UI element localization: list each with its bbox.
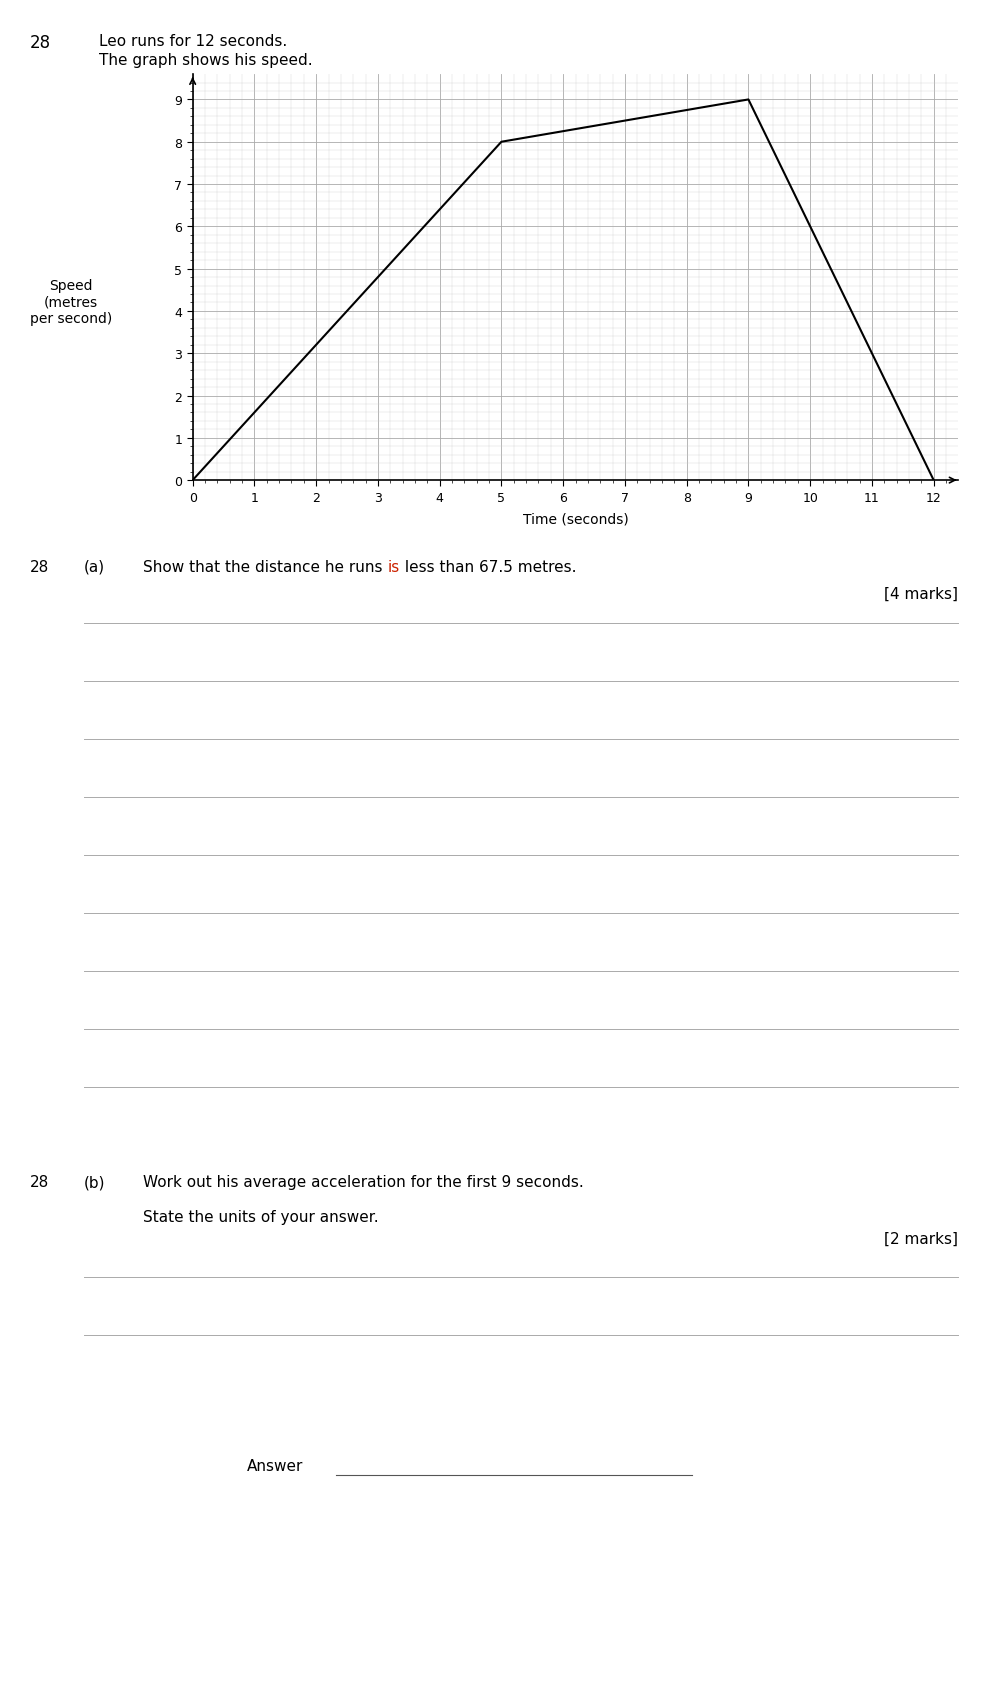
Y-axis label: Speed
(metres
per second): Speed (metres per second) [30, 280, 113, 326]
Text: (a): (a) [84, 559, 105, 575]
Text: State the units of your answer.: State the units of your answer. [143, 1209, 378, 1224]
Text: 28: 28 [30, 1175, 48, 1190]
Text: The graph shows his speed.: The graph shows his speed. [99, 53, 312, 68]
Text: Show that the distance he runs: Show that the distance he runs [143, 559, 387, 575]
X-axis label: Time (seconds): Time (seconds) [523, 513, 628, 527]
Text: Answer: Answer [247, 1458, 303, 1473]
Text: is: is [387, 559, 400, 575]
Text: [2 marks]: [2 marks] [884, 1231, 958, 1246]
Text: Work out his average acceleration for the first 9 seconds.: Work out his average acceleration for th… [143, 1175, 584, 1190]
Text: 28: 28 [30, 34, 50, 53]
Text: 28: 28 [30, 559, 48, 575]
Text: less than 67.5 metres.: less than 67.5 metres. [400, 559, 576, 575]
Text: Leo runs for 12 seconds.: Leo runs for 12 seconds. [99, 34, 288, 49]
Text: (b): (b) [84, 1175, 106, 1190]
Text: [4 marks]: [4 marks] [884, 587, 958, 602]
